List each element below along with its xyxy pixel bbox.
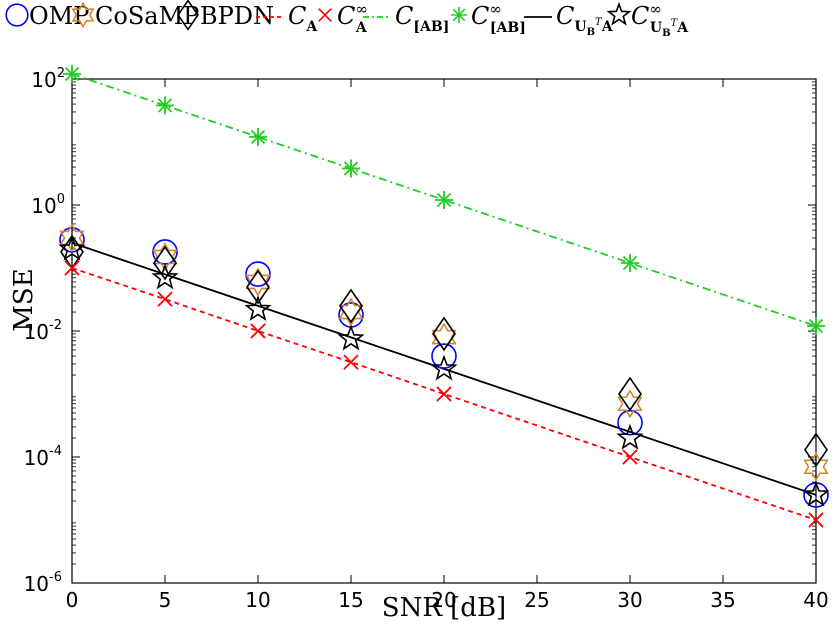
data-point bbox=[807, 317, 825, 336]
legend-marker bbox=[606, 1, 632, 26]
legend-label: C∞ [AB] bbox=[471, 0, 526, 36]
data-point bbox=[804, 432, 828, 468]
data-point bbox=[153, 245, 177, 281]
y-tick-label: 100 bbox=[31, 192, 65, 218]
x-tick-label: 10 bbox=[245, 588, 270, 612]
data-point bbox=[151, 263, 179, 290]
legend-item: CA bbox=[256, 2, 318, 35]
data-point bbox=[808, 512, 824, 528]
legend-marker bbox=[71, 1, 95, 29]
legend-item: C∞ A bbox=[318, 0, 368, 36]
legend-item: C∞ [AB] bbox=[450, 0, 526, 36]
data-point bbox=[249, 128, 267, 147]
data-point bbox=[436, 386, 452, 402]
data-point bbox=[803, 452, 829, 482]
data-point bbox=[339, 288, 363, 324]
legend: OMP CoSaMP BPDN CA C∞ A C[AB] C∞ [AB] CUBTA C∞ UBTA bbox=[5, 0, 689, 39]
data-point bbox=[58, 234, 86, 261]
data-point bbox=[432, 316, 456, 352]
data-point bbox=[431, 343, 457, 369]
data-point bbox=[435, 191, 453, 210]
x-tick-label: 15 bbox=[338, 588, 363, 612]
y-axis-label: MSE bbox=[9, 268, 39, 331]
data-point bbox=[64, 260, 80, 276]
data-point bbox=[802, 480, 830, 507]
legend-label: OMP bbox=[29, 2, 89, 30]
axes-box bbox=[71, 78, 817, 584]
data-point bbox=[616, 423, 644, 450]
data-point bbox=[342, 159, 360, 178]
data-point bbox=[621, 254, 639, 273]
legend-label: CA bbox=[288, 2, 318, 35]
data-point bbox=[59, 223, 85, 253]
legend-label: C∞ A bbox=[337, 0, 368, 36]
series-line bbox=[71, 242, 817, 496]
data-point bbox=[617, 389, 643, 419]
data-point bbox=[246, 269, 270, 305]
legend-item: C∞ UBTA bbox=[606, 0, 689, 39]
legend-label: C∞ UBTA bbox=[631, 0, 689, 39]
x-tick-label: 40 bbox=[803, 588, 828, 612]
data-point bbox=[337, 324, 365, 351]
data-point bbox=[245, 261, 271, 287]
legend-label: BPDN bbox=[200, 2, 274, 30]
legend-label: CUBTA bbox=[556, 2, 614, 38]
legend-marker bbox=[5, 3, 29, 27]
series-lines bbox=[71, 73, 817, 521]
data-point bbox=[622, 449, 638, 465]
legend-marker bbox=[450, 6, 468, 24]
x-tick-label: 20 bbox=[431, 588, 456, 612]
y-tick-label: 102 bbox=[31, 66, 65, 92]
legend-marker bbox=[318, 8, 332, 22]
y-tick-label: 10-4 bbox=[24, 444, 62, 470]
legend-marker bbox=[177, 0, 199, 31]
data-point bbox=[244, 295, 272, 322]
legend-item: OMP bbox=[5, 2, 89, 30]
data-point bbox=[156, 96, 174, 115]
legend-item: CUBTA bbox=[524, 2, 614, 38]
legend-label: CoSaMP bbox=[95, 2, 199, 30]
plot-area: 0 5 10 15 20 25 30 35 40 102 100 10-2 10-4 10-6 bbox=[24, 65, 830, 612]
data-point bbox=[250, 323, 266, 339]
x-tick-label: 35 bbox=[710, 588, 735, 612]
data-point bbox=[430, 354, 458, 381]
y-tick-label: 10-6 bbox=[24, 570, 62, 596]
x-tick-label: 5 bbox=[159, 588, 172, 612]
data-point bbox=[63, 65, 81, 84]
x-tick-label: 0 bbox=[66, 588, 79, 612]
x-tick-label: 25 bbox=[524, 588, 549, 612]
data-point bbox=[152, 242, 178, 272]
axis-ticks: 0 5 10 15 20 25 30 35 40 102 100 10-2 10-4 10-6 bbox=[24, 66, 829, 612]
data-point bbox=[618, 376, 642, 412]
legend-item: BPDN bbox=[177, 0, 274, 31]
series-markers bbox=[58, 65, 830, 528]
y-tick-label: 10-2 bbox=[24, 318, 62, 344]
legend-item: C[AB] bbox=[363, 2, 449, 35]
legend-label: C[AB] bbox=[395, 2, 449, 35]
x-tick-label: 30 bbox=[617, 588, 642, 612]
legend-item: CoSaMP bbox=[71, 1, 199, 30]
x-axis-label: SNR [dB] bbox=[382, 593, 506, 623]
data-point bbox=[157, 291, 173, 307]
data-point bbox=[343, 354, 359, 370]
data-point bbox=[245, 267, 271, 297]
